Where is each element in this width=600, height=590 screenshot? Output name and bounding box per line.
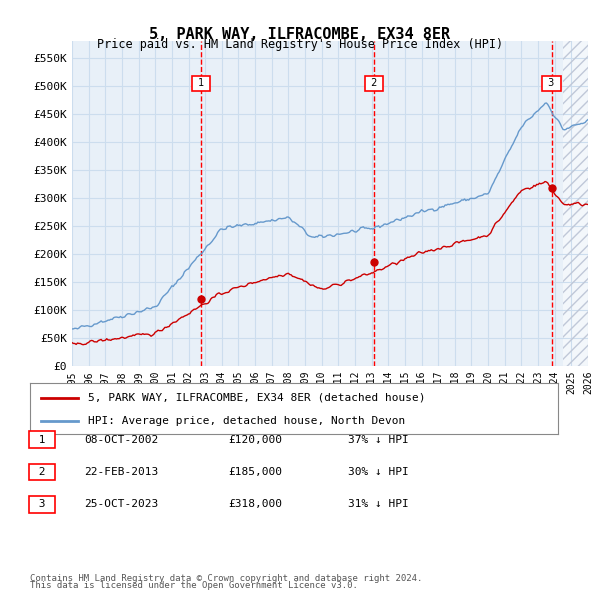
Text: 3: 3 xyxy=(32,500,52,509)
Text: 5, PARK WAY, ILFRACOMBE, EX34 8ER: 5, PARK WAY, ILFRACOMBE, EX34 8ER xyxy=(149,27,451,41)
Text: This data is licensed under the Open Government Licence v3.0.: This data is licensed under the Open Gov… xyxy=(30,581,358,590)
Text: 37% ↓ HPI: 37% ↓ HPI xyxy=(348,435,409,444)
Text: 2: 2 xyxy=(368,78,380,88)
Bar xyxy=(563,41,588,366)
Text: 08-OCT-2002: 08-OCT-2002 xyxy=(84,435,158,444)
Bar xyxy=(563,41,588,366)
Text: HPI: Average price, detached house, North Devon: HPI: Average price, detached house, Nort… xyxy=(88,416,406,426)
Text: 2: 2 xyxy=(32,467,52,477)
Text: £318,000: £318,000 xyxy=(228,500,282,509)
Text: 3: 3 xyxy=(545,78,558,88)
Text: £185,000: £185,000 xyxy=(228,467,282,477)
Text: 22-FEB-2013: 22-FEB-2013 xyxy=(84,467,158,477)
Text: Contains HM Land Registry data © Crown copyright and database right 2024.: Contains HM Land Registry data © Crown c… xyxy=(30,574,422,583)
Text: 5, PARK WAY, ILFRACOMBE, EX34 8ER (detached house): 5, PARK WAY, ILFRACOMBE, EX34 8ER (detac… xyxy=(88,392,425,402)
Text: Price paid vs. HM Land Registry's House Price Index (HPI): Price paid vs. HM Land Registry's House … xyxy=(97,38,503,51)
Text: 25-OCT-2023: 25-OCT-2023 xyxy=(84,500,158,509)
Text: 1: 1 xyxy=(32,435,52,444)
Text: £120,000: £120,000 xyxy=(228,435,282,444)
Text: 31% ↓ HPI: 31% ↓ HPI xyxy=(348,500,409,509)
Text: 1: 1 xyxy=(195,78,208,88)
Text: 30% ↓ HPI: 30% ↓ HPI xyxy=(348,467,409,477)
